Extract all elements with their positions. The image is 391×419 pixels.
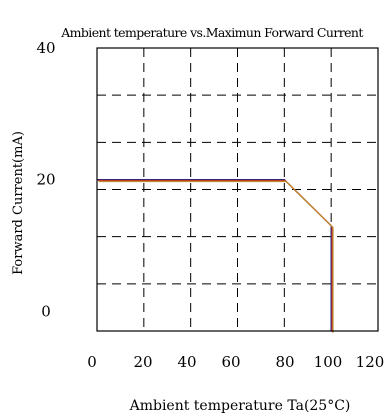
y-axis-label: Forward Current(mA) xyxy=(11,131,26,275)
series-line-1 xyxy=(97,178,332,331)
chart-title: Ambient temperature vs.Maximun Forward C… xyxy=(60,25,363,40)
tick-labels: 0 20 40 60 80 100 120 0 20 40 xyxy=(36,39,384,371)
grid xyxy=(97,48,378,331)
series-line-3 xyxy=(98,180,334,333)
y-tick-label: 0 xyxy=(41,302,51,320)
x-tick-label: 40 xyxy=(177,353,196,371)
series-layer xyxy=(97,178,334,333)
series-line-2 xyxy=(97,179,333,332)
x-tick-label: 20 xyxy=(133,353,152,371)
x-axis-label: Ambient temperature Ta(25°C) xyxy=(129,398,351,414)
y-tick-label: 40 xyxy=(36,39,55,57)
x-tick-label: 120 xyxy=(356,353,385,371)
x-tick-label: 80 xyxy=(275,353,294,371)
y-tick-label: 20 xyxy=(36,171,55,189)
plot-frame xyxy=(96,47,379,332)
x-tick-label: 100 xyxy=(314,353,343,371)
x-tick-label: 60 xyxy=(221,353,240,371)
x-tick-label: 0 xyxy=(87,353,97,371)
